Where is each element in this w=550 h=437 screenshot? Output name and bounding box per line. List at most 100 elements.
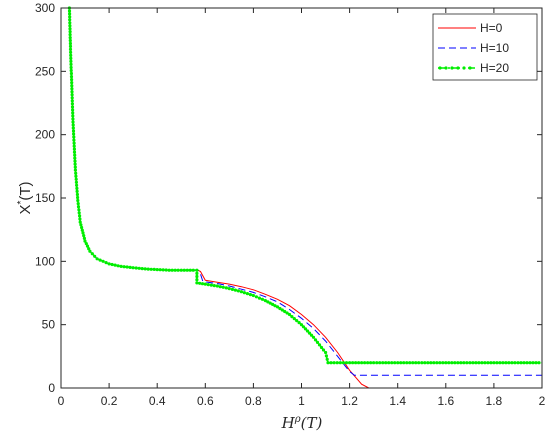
series-point-h-20 (83, 239, 87, 243)
series-point-h-20 (441, 361, 445, 365)
series-point-h-20 (287, 312, 292, 317)
y-axis-label: X*(T) (16, 181, 34, 214)
series-point-h-20 (161, 268, 165, 272)
series-point-h-20 (462, 361, 466, 365)
series-point-h-20 (486, 361, 490, 365)
series-point-h-20 (179, 268, 183, 272)
series-point-h-20 (224, 286, 228, 290)
series-point-h-20 (513, 361, 517, 365)
series-point-h-20 (474, 361, 478, 365)
series-point-h-20 (450, 361, 454, 365)
series-point-h-20 (390, 361, 394, 365)
series-point-h-20 (438, 361, 442, 365)
y-tick-label: 150 (35, 191, 55, 205)
series-point-h-20 (70, 90, 74, 94)
series-point-h-20 (74, 171, 78, 175)
series-point-h-20 (324, 350, 328, 355)
series-point-h-20 (528, 361, 532, 365)
series-point-h-20 (77, 208, 81, 212)
series-point-h-20 (525, 361, 529, 365)
series-point-h-20 (465, 361, 469, 365)
series-point-h-20 (71, 111, 75, 115)
series-point-h-20 (88, 249, 92, 253)
series-point-h-20 (75, 186, 79, 190)
series-point-h-20 (414, 361, 418, 365)
series-point-h-20 (70, 93, 74, 97)
series-point-h-20 (319, 345, 324, 350)
series-point-h-20 (215, 284, 219, 288)
series-point-h-20 (70, 99, 74, 103)
series-point-h-20 (248, 293, 252, 297)
series-point-h-20 (79, 223, 83, 227)
series-point-h-20 (459, 361, 463, 365)
series-point-h-20 (137, 266, 141, 270)
series-point-h-20 (332, 361, 336, 365)
series-point-h-20 (69, 68, 73, 73)
series-point-h-20 (325, 357, 329, 361)
series-point-h-20 (351, 361, 355, 365)
series-point-h-20 (155, 268, 159, 272)
series-point-h-20 (82, 234, 86, 238)
series-point-h-20 (420, 361, 424, 365)
series-point-h-20 (203, 282, 207, 286)
series-point-h-20 (69, 53, 73, 58)
series-point-h-20 (134, 266, 138, 270)
series-point-h-20 (411, 361, 415, 365)
series-point-h-20 (73, 168, 77, 172)
series-point-h-20 (69, 50, 73, 54)
x-axis: 0 0.2 0.4 0.6 0.8 1 1.2 1.4 1.6 1.8 2 (58, 8, 546, 408)
legend-label: H=10 (480, 41, 509, 55)
series-point-h-20 (324, 354, 328, 358)
series-point-h-20 (305, 329, 310, 333)
series-point-h-20 (68, 21, 72, 25)
series-point-h-20 (128, 265, 132, 269)
legend-label: H=0 (480, 21, 503, 35)
series-point-h-20 (74, 174, 78, 178)
y-tick-label: 0 (48, 381, 55, 395)
y-tick-label: 200 (35, 128, 55, 142)
series-point-h-20 (149, 267, 153, 271)
series-point-h-20 (278, 306, 282, 311)
series-point-h-20 (170, 268, 174, 272)
series-point-h-20 (69, 56, 73, 61)
series-point-h-20 (360, 361, 364, 365)
series-point-h-20 (78, 214, 82, 218)
series-point-h-20 (68, 41, 72, 46)
series-point-h-20 (72, 135, 76, 139)
series-point-h-20 (297, 321, 301, 325)
y-tick-label: 50 (42, 318, 56, 332)
series-point-h-20 (85, 244, 90, 248)
series-point-h-20 (75, 183, 79, 187)
series-point-h-20 (122, 265, 126, 269)
series-point-h-20 (101, 259, 105, 263)
series-point-h-20 (76, 198, 80, 203)
series-point-h-20 (405, 361, 409, 365)
legend-marker (468, 66, 472, 70)
series-point-h-20 (429, 361, 433, 365)
series-point-h-20 (75, 192, 79, 197)
series-point-h-20 (348, 361, 352, 365)
series-point-h-20 (257, 296, 261, 300)
series-point-h-20 (68, 47, 73, 52)
series-point-h-20 (209, 283, 213, 287)
series-point-h-20 (195, 271, 199, 275)
series-point-h-20 (68, 15, 72, 19)
legend: H=0 H=10 H=20 (432, 13, 538, 81)
series-point-h-20 (295, 319, 299, 323)
series-point-h-20 (501, 361, 505, 365)
series-point-h-20 (195, 281, 199, 285)
series-point-h-20 (68, 18, 72, 22)
series-point-h-20 (70, 102, 74, 106)
series-point-h-20 (75, 189, 79, 193)
series-point-h-20 (444, 361, 448, 365)
series-point-h-20 (384, 361, 388, 365)
x-tick-label: 0.6 (197, 394, 214, 408)
series-point-h-20 (408, 361, 412, 365)
series-point-h-20 (212, 284, 216, 288)
series-point-h-20 (329, 361, 333, 365)
series-point-h-20 (456, 361, 460, 365)
series-point-h-20 (68, 24, 72, 28)
series-point-h-20 (292, 317, 296, 321)
series-point-h-20 (71, 117, 75, 121)
series-point-h-20 (68, 44, 73, 49)
